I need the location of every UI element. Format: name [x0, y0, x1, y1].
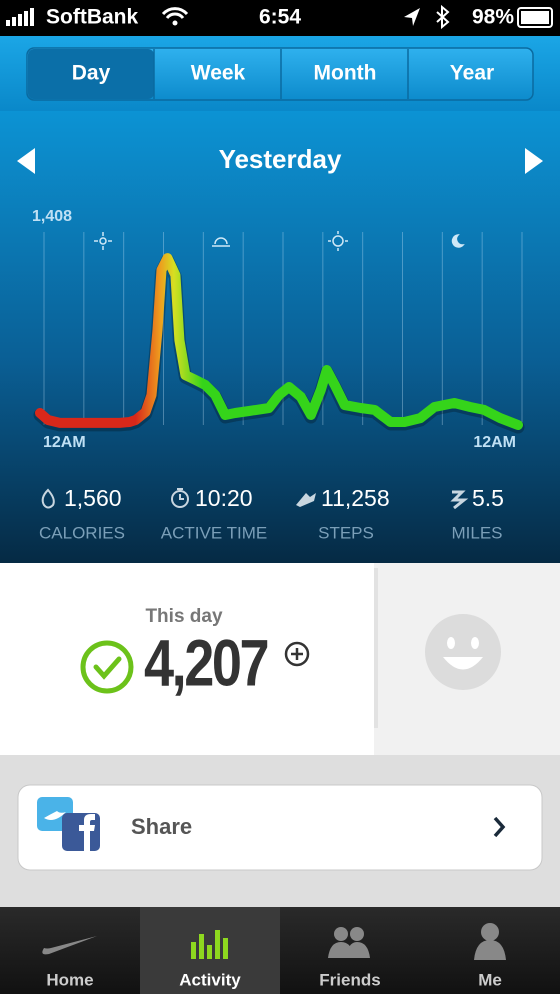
tab-label[interactable]: Activity: [179, 970, 241, 989]
period-tab[interactable]: Month: [314, 62, 377, 85]
battery-percent: 98%: [472, 6, 514, 29]
period-title: Yesterday: [219, 144, 342, 174]
next-arrow[interactable]: [525, 148, 543, 174]
stat-label: CALORIES: [39, 523, 125, 542]
activity-panel: [0, 111, 560, 563]
period-tab[interactable]: Day: [72, 62, 111, 85]
tab-label[interactable]: Home: [46, 970, 93, 989]
goal-check: [93, 656, 122, 680]
share-label: Share: [131, 814, 192, 839]
panel-shadow: [374, 568, 378, 728]
wifi-dot: [172, 20, 178, 26]
previous-arrow[interactable]: [17, 148, 35, 174]
time-of-day-icons: [94, 231, 465, 251]
stat-value: 11,258: [321, 485, 390, 511]
share-button[interactable]: [17, 784, 543, 871]
facebook-f: [79, 814, 95, 851]
miles-icon: [450, 490, 469, 510]
fuel-panel: [0, 563, 374, 755]
segment-dividers: [153, 49, 409, 99]
signal-icon: [6, 8, 34, 26]
stat-label: MILES: [451, 523, 502, 542]
active-time-hand: [177, 488, 184, 500]
fuel-value: 4,207: [144, 625, 267, 699]
share-chevron: [493, 816, 506, 838]
fuel-plus-circle: [284, 641, 310, 667]
calories-icon: [41, 488, 55, 509]
activity-line: [35, 253, 523, 430]
stat-value: 1,560: [64, 485, 122, 511]
friends-icon: [328, 927, 370, 958]
period-tab[interactable]: Year: [450, 62, 494, 85]
stat-value: 10:20: [195, 485, 253, 511]
bluetooth-icon: [436, 4, 450, 30]
wifi-icon: [161, 7, 189, 20]
battery-icon: [517, 7, 553, 28]
home-icon: [42, 936, 97, 955]
x-tick-label: 12AM: [473, 434, 516, 451]
tab-label[interactable]: Friends: [319, 970, 380, 989]
tab-label[interactable]: Me: [478, 970, 502, 989]
facebook-icon: [62, 813, 100, 851]
stat-value: 5.5: [472, 485, 504, 511]
me-icon: [474, 923, 506, 960]
activity-icon: [191, 930, 228, 959]
clock: 6:54: [259, 6, 301, 29]
smiley-eye: [471, 637, 479, 649]
active-time-icon: [171, 490, 189, 508]
y-tick-label: 1,408: [32, 208, 72, 225]
twitter-bird: [44, 811, 66, 820]
smiley-eye: [447, 637, 455, 649]
segment-selected: [28, 49, 154, 99]
goal-check-circle: [80, 640, 134, 694]
fuel-plus: [291, 648, 303, 660]
stat-label: STEPS: [318, 523, 374, 542]
smiley-face[interactable]: [425, 614, 501, 690]
summary-label: This day: [145, 606, 223, 627]
status-bar: [0, 0, 560, 36]
x-tick-label: 12AM: [43, 434, 86, 451]
location-icon: [404, 8, 420, 26]
stat-label: ACTIVE TIME: [161, 523, 267, 542]
carrier: SoftBank: [46, 6, 138, 29]
battery-level: [521, 11, 549, 24]
steps-icon: [296, 493, 316, 507]
smiley-mouth: [443, 657, 483, 670]
period-tab[interactable]: Week: [191, 62, 246, 85]
